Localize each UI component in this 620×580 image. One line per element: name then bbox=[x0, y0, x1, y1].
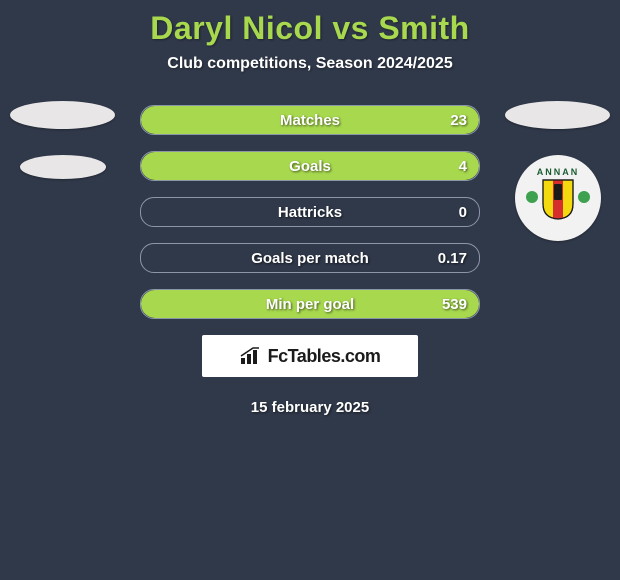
stat-value: 539 bbox=[442, 290, 467, 318]
page-title: Daryl Nicol vs Smith bbox=[0, 0, 620, 47]
badge-text: ANNAN bbox=[523, 167, 593, 177]
club-badge-placeholder bbox=[20, 155, 106, 179]
comparison-content: ANNAN Matches23 Goals4 Hattricks0 Goals per… bbox=[0, 105, 620, 416]
stats-bars: Matches23 Goals4 Hattricks0 Goals per match… bbox=[140, 105, 480, 319]
thistle-icon bbox=[526, 191, 538, 203]
player-photo-placeholder bbox=[10, 101, 115, 129]
stat-label: Matches bbox=[141, 106, 479, 134]
stat-value: 4 bbox=[459, 152, 467, 180]
stat-label: Goals bbox=[141, 152, 479, 180]
stat-bar: Goals4 bbox=[140, 151, 480, 181]
stat-bar: Hattricks0 bbox=[140, 197, 480, 227]
stat-value: 0 bbox=[459, 198, 467, 226]
stat-label: Hattricks bbox=[141, 198, 479, 226]
right-player-icons: ANNAN bbox=[505, 101, 610, 241]
fctables-branding[interactable]: FcTables.com bbox=[202, 335, 418, 377]
stat-label: Min per goal bbox=[141, 290, 479, 318]
stat-value: 0.17 bbox=[438, 244, 467, 272]
date-line: 15 february 2025 bbox=[10, 399, 610, 416]
branding-text: FcTables.com bbox=[268, 346, 381, 367]
annan-badge-icon: ANNAN bbox=[523, 163, 593, 233]
club-badge: ANNAN bbox=[515, 155, 601, 241]
stat-bar: Goals per match0.17 bbox=[140, 243, 480, 273]
left-player-icons bbox=[10, 101, 115, 205]
page-subtitle: Club competitions, Season 2024/2025 bbox=[0, 55, 620, 73]
shield-icon bbox=[541, 178, 575, 220]
bar-chart-icon bbox=[240, 347, 262, 365]
stat-value: 23 bbox=[450, 106, 467, 134]
thistle-icon bbox=[578, 191, 590, 203]
player-photo-placeholder bbox=[505, 101, 610, 129]
stat-bar: Matches23 bbox=[140, 105, 480, 135]
stat-label: Goals per match bbox=[141, 244, 479, 272]
stat-bar: Min per goal539 bbox=[140, 289, 480, 319]
